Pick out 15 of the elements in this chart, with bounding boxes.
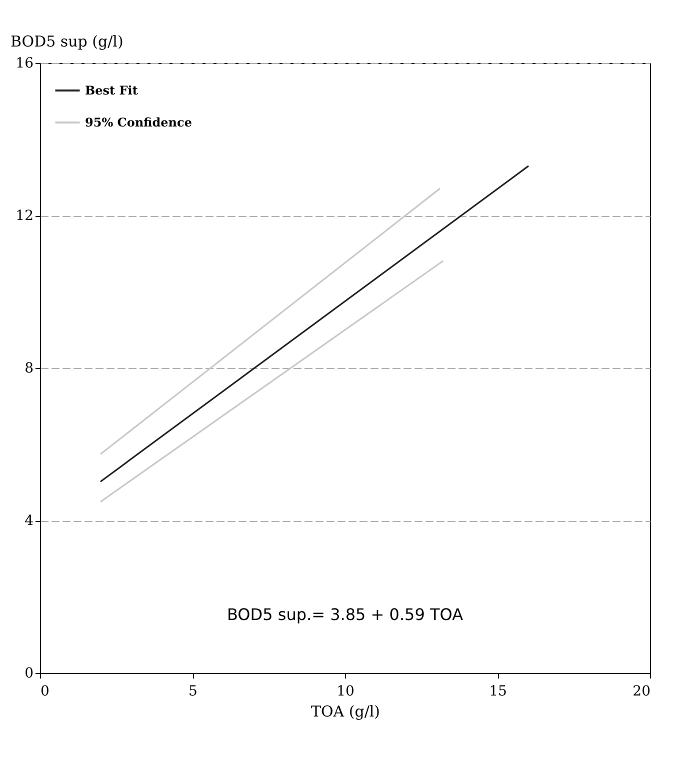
y-tick-label: 12 [16, 208, 34, 224]
legend-label: 95% Confidence [85, 116, 192, 130]
y-tick-label: 4 [24, 513, 34, 529]
y-tick-label: 0 [24, 666, 34, 682]
annotation: BOD5 sup.= 3.85 + 0.59 TOA [226, 605, 464, 624]
x-axis-title: TOA (g/l) [310, 702, 380, 720]
x-tick-label: 5 [188, 684, 198, 700]
x-tick-label: 15 [489, 684, 507, 700]
x-tick-label: 10 [336, 684, 354, 700]
legend-label: Best Fit [85, 84, 138, 98]
x-tick-label: 20 [632, 684, 650, 700]
y-axis-title: BOD5 sup (g/l) [10, 32, 124, 50]
x-tick-label: 0 [40, 684, 50, 700]
y-tick-label: 8 [24, 360, 34, 376]
y-tick-label: 16 [16, 56, 34, 72]
